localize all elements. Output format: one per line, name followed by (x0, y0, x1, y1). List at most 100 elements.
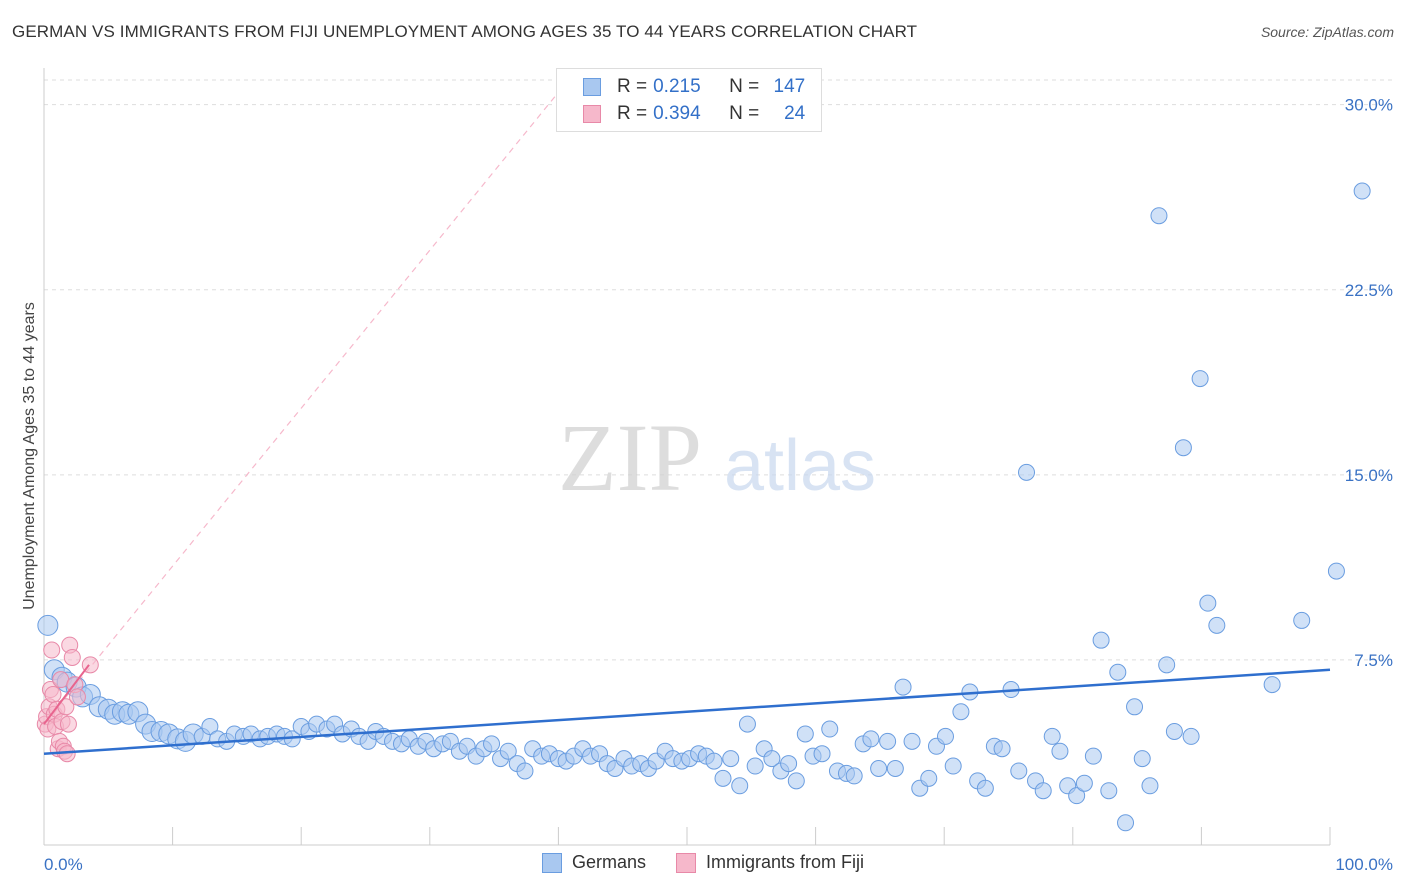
german-point (870, 760, 888, 777)
grid-lines (44, 79, 1392, 661)
german-point (1182, 727, 1200, 745)
german-point (903, 732, 921, 750)
german-point (845, 767, 863, 785)
fiji-point (43, 641, 61, 659)
german-point (1068, 787, 1086, 805)
legend-label-germans: Germans (571, 852, 646, 872)
y-tick-label: 15.0% (1345, 466, 1393, 485)
german-point (1100, 782, 1118, 800)
german-point (993, 740, 1011, 758)
german-point (1075, 774, 1093, 792)
fiji-point (44, 685, 62, 703)
german-point (936, 727, 954, 745)
german-trend (43, 668, 1331, 755)
german-point (746, 757, 764, 775)
legend-swatch-german (583, 78, 601, 96)
legend-swatch-germans (541, 852, 562, 873)
german-point (1353, 182, 1371, 200)
german-point (1034, 782, 1052, 800)
fiji-trend-line (43, 664, 90, 725)
series-legend: Germans Immigrants from Fiji (0, 852, 1406, 873)
german-point (920, 769, 938, 787)
german-point (862, 730, 880, 748)
y-axis-title: Unemployment Among Ages 35 to 44 years (21, 302, 38, 610)
legend-item-fiji[interactable]: Immigrants from Fiji (676, 852, 864, 873)
chart-title: GERMAN VS IMMIGRANTS FROM FIJI UNEMPLOYM… (12, 22, 918, 41)
german-point (1117, 814, 1135, 832)
german-point (1126, 698, 1144, 716)
fiji-point (68, 688, 86, 706)
german-point (813, 745, 831, 763)
german-point (705, 752, 723, 770)
german-point (787, 772, 805, 790)
german-point (731, 777, 749, 795)
german-point (1165, 722, 1183, 740)
german-point (1141, 777, 1159, 795)
german-point (1051, 742, 1069, 760)
german-point (780, 755, 798, 773)
german-point (201, 718, 219, 736)
x-tick-label-max: 100.0% (1335, 855, 1393, 874)
german-point (483, 735, 501, 753)
legend-german-n-label: N = (729, 76, 760, 97)
legend-item-germans[interactable]: Germans (541, 852, 646, 873)
german-point (1208, 616, 1226, 634)
german-point (1199, 594, 1217, 612)
fiji-trend-extended (43, 91, 559, 725)
german-point (1293, 611, 1311, 629)
legend-german-r-label: R = (617, 76, 648, 97)
german-point (1043, 727, 1061, 745)
german-point (1010, 762, 1028, 780)
german-point (1092, 631, 1110, 649)
legend-row-fiji: R = 0.394 N = 24 (583, 102, 805, 126)
fiji-point (52, 671, 70, 689)
legend-german-r-value: 0.215 (653, 76, 701, 97)
german-point (952, 703, 970, 721)
legend-german-n-value: 147 (773, 76, 806, 97)
source-label: Source: ZipAtlas.com (1260, 24, 1394, 40)
german-point (1084, 747, 1102, 765)
german-point (738, 715, 756, 733)
german-point (1018, 463, 1036, 481)
german-trend-line (43, 668, 1331, 755)
german-point (763, 750, 781, 768)
legend-label-fiji: Immigrants from Fiji (706, 852, 865, 872)
german-point (879, 732, 897, 750)
watermark: ZIP atlas (558, 404, 876, 511)
german-point (1158, 656, 1176, 674)
legend-fiji-n-value: 24 (784, 103, 806, 124)
y-tick-label: 30.0% (1345, 96, 1393, 115)
german-point (1263, 676, 1281, 694)
y-tick-label: 7.5% (1354, 651, 1393, 670)
watermark-atlas: atlas (724, 426, 876, 506)
german-point (886, 760, 904, 777)
fiji-trend (43, 91, 559, 725)
german-point (37, 614, 59, 636)
fiji-point (59, 715, 77, 733)
german-point (499, 742, 517, 760)
watermark-zip: ZIP (558, 404, 702, 511)
german-point (821, 720, 839, 738)
german-point (1150, 207, 1168, 225)
german-point (1109, 663, 1127, 681)
german-point (796, 725, 814, 743)
german-point (516, 762, 534, 780)
german-point (1327, 562, 1345, 580)
fiji-point (63, 648, 81, 666)
legend-fiji-n-label: N = (729, 103, 760, 124)
y-tick-label: 22.5% (1345, 281, 1393, 300)
german-point (894, 678, 912, 696)
german-point (722, 750, 740, 768)
german-point (714, 769, 732, 787)
german-points (37, 182, 1371, 832)
tick-labels: 7.5% 15.0% 22.5% 30.0% 0.0% 100.0% (44, 96, 1393, 874)
legend-fiji-r-label: R = (617, 103, 648, 124)
german-point (1191, 370, 1209, 388)
legend-row-german: R = 0.215 N = 147 (583, 75, 805, 99)
legend-swatch-fiji-bottom (676, 852, 696, 873)
x-tick-label-min: 0.0% (44, 855, 83, 874)
german-point (976, 779, 994, 797)
legend-fiji-r-value: 0.394 (653, 103, 701, 124)
german-point (1133, 750, 1151, 768)
